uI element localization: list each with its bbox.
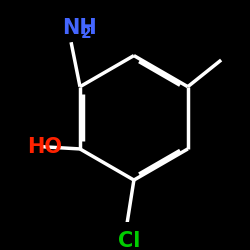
Text: NH: NH <box>62 18 97 38</box>
Text: HO: HO <box>27 137 62 157</box>
Text: Cl: Cl <box>118 231 141 250</box>
Text: 2: 2 <box>81 26 92 41</box>
